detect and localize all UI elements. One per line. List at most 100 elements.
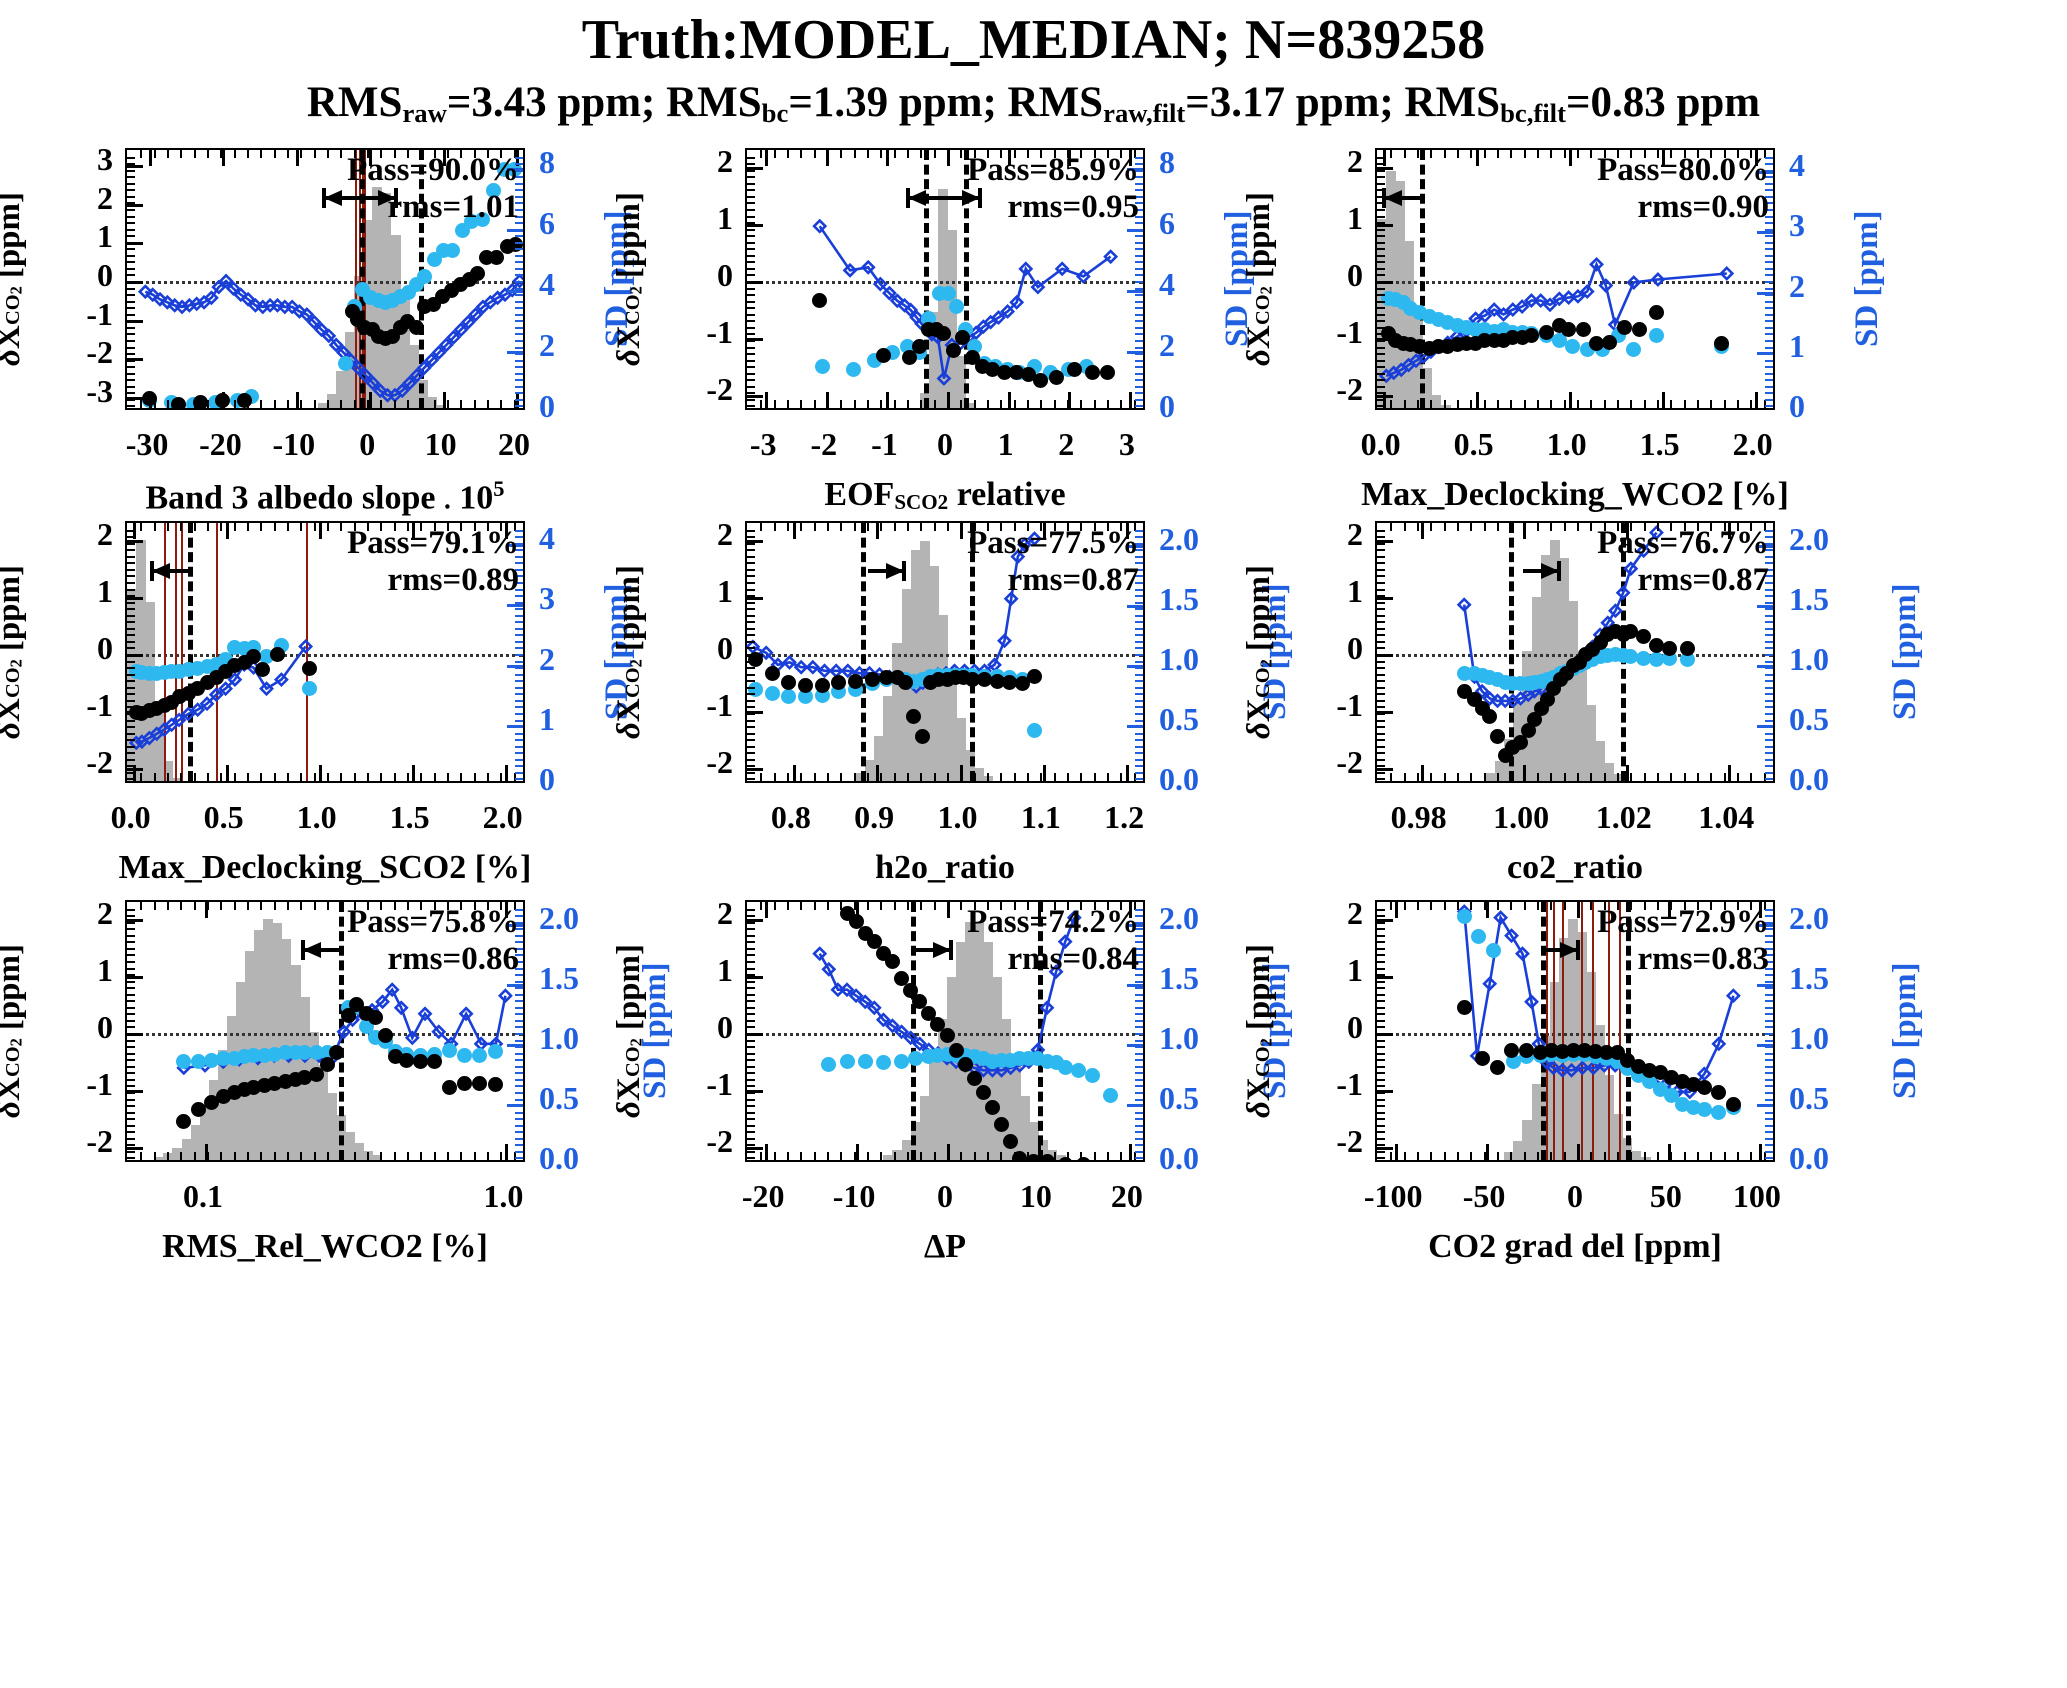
x-minor-tick — [340, 773, 343, 781]
y-left-minor-tick — [1377, 555, 1385, 558]
red-threshold-line — [216, 523, 219, 781]
y-right-minor-tick — [1765, 555, 1773, 558]
y-right-minor-tick — [1765, 1059, 1773, 1062]
x-minor-tick-top — [180, 523, 183, 531]
histogram-bar — [163, 760, 174, 781]
y-right-minor-tick — [1765, 1046, 1773, 1049]
y-left-minor-tick — [1377, 261, 1385, 264]
y-left-minor-tick — [127, 261, 135, 264]
x-minor-tick-top — [920, 150, 923, 158]
y-right-minor-tick — [515, 549, 523, 552]
x-minor-tick-top — [1697, 523, 1699, 531]
x-minor-tick-top — [1040, 523, 1043, 531]
y-left-tick-label: 2 — [717, 516, 733, 553]
y-right-minor-tick — [1135, 706, 1143, 709]
x-minor-tick — [273, 773, 276, 781]
x-minor-tick-top — [760, 523, 763, 531]
y-left-minor-tick — [747, 634, 755, 637]
x-minor-tick — [1630, 400, 1633, 408]
y-left-minor-tick — [127, 647, 135, 650]
x-minor-tick-top — [973, 150, 976, 158]
bias-raw-point — [989, 673, 1005, 689]
y-right-minor-tick — [1135, 320, 1143, 323]
plot-area-eof-sco2-relative — [745, 148, 1145, 410]
y-left-minor-tick — [127, 372, 135, 375]
x-minor-tick — [1603, 400, 1606, 408]
x-minor-tick — [140, 773, 143, 781]
histogram-bar — [1595, 740, 1606, 781]
y-right-minor-tick — [1765, 294, 1773, 297]
y-left-minor-tick — [1377, 267, 1385, 270]
x-minor-tick-top — [1590, 150, 1593, 158]
x-minor-tick-top — [853, 150, 856, 158]
bias-raw-point — [1014, 676, 1030, 692]
x-minor-tick-top — [513, 523, 516, 531]
y-right-minor-tick — [1765, 1091, 1773, 1094]
y-left-tick-label: -2 — [706, 743, 733, 780]
x-minor-tick-top — [1603, 523, 1606, 531]
y-left-minor-tick — [127, 680, 135, 683]
x-major-tick-top — [1007, 150, 1011, 166]
x-major-tick-top — [1042, 523, 1046, 539]
bias-corrected-point — [1648, 652, 1664, 668]
bias-raw-point — [977, 672, 992, 688]
x-axis-title: Band 3 albedo slope . 105 — [145, 476, 505, 517]
y-right-tick-label: 2 — [1159, 327, 1175, 364]
y-left-minor-tick — [1377, 254, 1385, 257]
threshold-arrow-icon — [1381, 188, 1420, 209]
y-left-minor-tick — [747, 640, 755, 643]
y-left-minor-tick — [1377, 398, 1385, 401]
histogram-bar — [127, 589, 137, 781]
histogram-bar — [327, 1092, 337, 1160]
y-left-minor-tick — [1377, 621, 1385, 624]
y-right-major-tick — [1127, 544, 1143, 548]
y-left-minor-tick — [747, 156, 755, 159]
y-left-major-tick — [1377, 281, 1393, 284]
x-minor-tick — [1053, 773, 1056, 781]
x-minor-tick-top — [1053, 523, 1056, 531]
bias-raw-point — [301, 660, 317, 676]
x-major-tick — [222, 392, 226, 408]
x-minor-tick-top — [1080, 523, 1083, 531]
y-right-major-tick — [1127, 290, 1143, 294]
y-right-minor-tick — [1765, 241, 1773, 244]
y-right-minor-tick — [515, 739, 523, 742]
x-minor-tick-top — [1457, 150, 1459, 158]
x-minor-tick-top — [247, 523, 249, 531]
y-left-major-tick — [127, 165, 143, 169]
y-right-tick-label: 2 — [539, 640, 555, 677]
y-left-minor-tick — [747, 274, 755, 277]
y-right-minor-tick — [1765, 647, 1773, 650]
x-minor-tick — [1120, 773, 1123, 781]
y-right-minor-tick — [515, 536, 523, 539]
x-minor-tick — [813, 773, 816, 781]
y-right-minor-tick — [1765, 326, 1773, 329]
y-left-minor-tick — [1377, 195, 1385, 198]
y-left-minor-tick — [1377, 993, 1385, 996]
histogram-bar — [217, 1049, 228, 1160]
rms-subscript: bc — [761, 97, 789, 128]
rms-value: =1.39 ppm; — [788, 79, 1008, 126]
y-left-tick-label: -2 — [86, 743, 113, 780]
x-minor-tick — [1013, 773, 1016, 781]
y-left-tick-label: 2 — [1347, 895, 1363, 932]
x-tick-label: 20 — [497, 426, 530, 462]
y-left-minor-tick — [127, 281, 135, 283]
bias-raw-point — [1576, 321, 1591, 337]
y-left-minor-tick — [127, 182, 135, 185]
x-minor-tick — [1417, 773, 1419, 781]
y-right-minor-tick — [1135, 405, 1143, 408]
y-right-minor-tick — [1765, 261, 1773, 264]
y-left-minor-tick — [1377, 241, 1385, 244]
x-minor-tick — [1563, 1152, 1566, 1160]
y-right-minor-tick — [1765, 267, 1773, 270]
y-left-tick-label: 1 — [717, 573, 733, 610]
y-left-minor-tick — [1377, 1046, 1385, 1049]
x-minor-tick — [840, 773, 843, 781]
x-minor-tick-top — [1617, 523, 1619, 531]
y-right-minor-tick — [515, 176, 523, 179]
pass-rms-annotation: Pass=72.9% rms=0.83 — [1445, 904, 1769, 978]
y-right-minor-tick — [1765, 627, 1773, 630]
x-minor-tick — [827, 773, 829, 781]
